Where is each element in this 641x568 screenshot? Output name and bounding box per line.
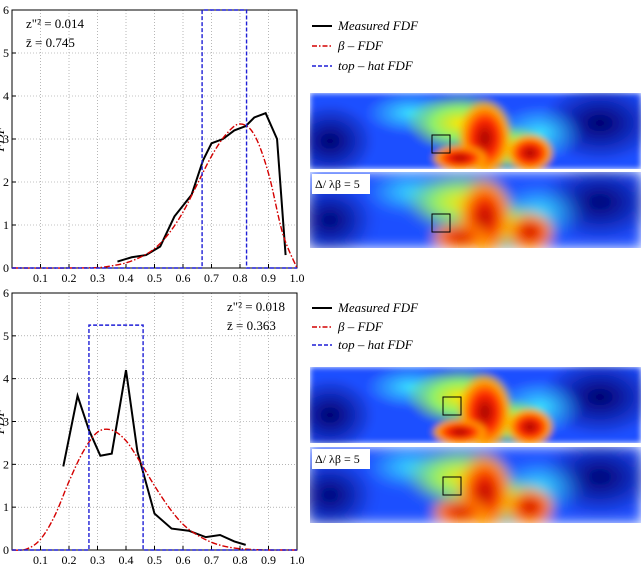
x-tick-label: 0.7 (204, 553, 219, 567)
stat-variance: z"² = 0.018 (227, 299, 285, 314)
sample-box (442, 476, 462, 496)
y-tick-label: 2 (3, 175, 9, 189)
x-tick-label: 0.6 (176, 271, 191, 285)
y-tick-label: 1 (3, 500, 9, 514)
x-tick-label: 0.2 (62, 553, 77, 567)
legend-entry-beta: β – FDF (337, 319, 384, 334)
y-tick-label: 6 (3, 286, 9, 300)
legend-entry-measured: Measured FDF (337, 300, 419, 315)
inset-label: Δ/ λβ = 5 (315, 177, 360, 191)
x-tick-label: 0.1 (33, 271, 48, 285)
x-tick-label: 0.3 (90, 553, 105, 567)
x-tick-label: 0.2 (62, 271, 77, 285)
y-tick-label: 3 (3, 132, 9, 146)
series-line-solid (62, 369, 246, 546)
flow-field-image-top-1 (310, 93, 641, 169)
legend-entry-tophat: top – hat FDF (338, 58, 414, 73)
right-panel-bottom: Measured FDF β – FDF top – hat FDF Δ/ λβ… (310, 300, 641, 523)
x-tick-label: 1.0 (290, 553, 305, 567)
series-line-dashed (12, 324, 297, 551)
inset-label: Δ/ λβ = 5 (315, 452, 360, 466)
sample-box (442, 396, 462, 416)
legend-entry-beta: β – FDF (337, 38, 384, 53)
y-tick-label: 6 (3, 3, 9, 17)
chart-1: 0.1 0.2 0.3 0.4 0.5 0.6 0.7 0.8 0.9 1.0 0 1 2 3 4 5 6 FDF… (0, 3, 305, 285)
stat-variance: z"² = 0.014 (26, 16, 85, 31)
y-axis-label: FDF (0, 125, 7, 152)
x-tick-label: 0.1 (33, 553, 48, 567)
y-tick-label: 0 (3, 543, 9, 557)
x-tick-label: 0.4 (119, 553, 134, 567)
y-tick-label: 0 (3, 261, 9, 275)
y-tick-label: 4 (3, 372, 9, 386)
series-line-dashdot (11, 428, 297, 551)
stat-mean: z̄ = 0.363 (227, 318, 276, 333)
y-tick-label: 2 (3, 457, 9, 471)
y-tick-label: 3 (3, 415, 9, 429)
chart-2: 0.1 0.2 0.3 0.4 0.5 0.6 0.7 0.8 0.9 1.0 0 1 2 3 4 5 6 FDF… (0, 286, 305, 567)
flow-field-image-bottom-2: Δ/ λβ = 5 (310, 447, 641, 523)
x-tick-label: 0.8 (233, 271, 248, 285)
sample-box (431, 134, 451, 154)
x-tick-label: 0.6 (176, 553, 191, 567)
x-tick-label: 0.9 (261, 553, 276, 567)
x-tick-label: 0.4 (119, 271, 134, 285)
x-tick-label: 0.7 (204, 271, 219, 285)
x-tick-label: 0.8 (233, 553, 248, 567)
series-line-dashdot (11, 123, 298, 269)
series-line-dashed (12, 9, 297, 269)
x-tick-label: 0.9 (261, 271, 276, 285)
flow-field-image-bottom-1 (310, 367, 641, 443)
legend-entry-measured: Measured FDF (337, 18, 419, 33)
inset-label-bg (312, 174, 370, 194)
legend-top: Measured FDF β – FDF top – hat FDF (312, 18, 419, 73)
inset-label-bg (312, 449, 370, 469)
x-tick-label: 0.5 (147, 553, 162, 567)
legend-bottom: Measured FDF β – FDF top – hat FDF (312, 300, 419, 352)
legend-entry-tophat: top – hat FDF (338, 337, 414, 352)
stat-mean: z̄ = 0.745 (26, 35, 75, 50)
flow-field-image-top-2: Δ/ λβ = 5 (310, 172, 641, 248)
y-tick-label: 4 (3, 89, 9, 103)
sample-box (431, 213, 451, 233)
x-tick-label: 0.5 (147, 271, 162, 285)
right-panel-top: Measured FDF β – FDF top – hat FDF Δ/ λβ… (310, 18, 641, 248)
y-tick-label: 5 (3, 329, 9, 343)
y-axis-label: FDF (0, 408, 7, 435)
x-tick-label: 0.3 (90, 271, 105, 285)
y-tick-label: 1 (3, 218, 9, 232)
x-tick-label: 1.0 (290, 271, 305, 285)
y-tick-label: 5 (3, 46, 9, 60)
